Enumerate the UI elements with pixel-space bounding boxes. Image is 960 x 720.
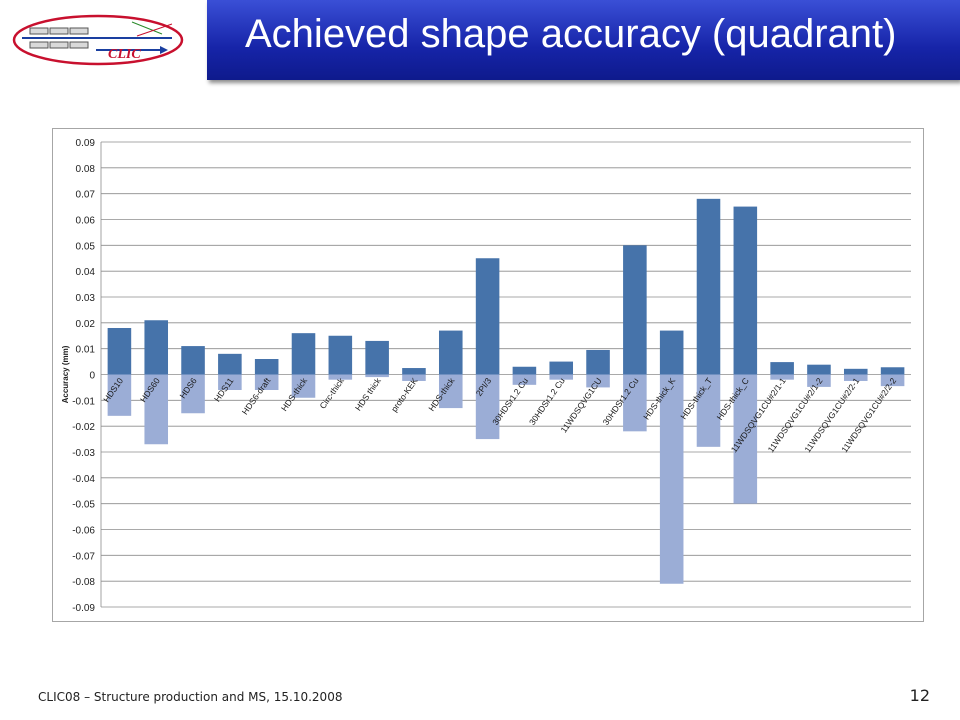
x-tick-label: proto-KEK	[389, 376, 420, 414]
bar-positive	[254, 359, 279, 375]
bar-negative	[512, 374, 537, 385]
bar-negative	[107, 374, 132, 416]
bar-negative	[807, 374, 831, 387]
bar-positive	[475, 258, 500, 375]
bar-positive	[549, 361, 574, 375]
bar-negative	[586, 374, 610, 388]
bar-negative	[770, 374, 794, 380]
bar-chart: 0.09 0.08 0.07 0.06 0.05 0.04 0.03 0.02 0.01 0 -0.…	[61, 138, 911, 614]
y-tick-label: 0.02	[76, 319, 96, 330]
y-tick-label: 0.01	[76, 345, 96, 356]
title-bar: Achieved shape accuracy (quadrant)	[207, 0, 960, 80]
clic-logo: CLIC	[12, 14, 184, 66]
bar-positive	[696, 198, 721, 375]
bar-negative	[880, 374, 905, 387]
y-tick-label: 0.08	[76, 164, 96, 175]
y-tick-label: -0.07	[72, 551, 95, 562]
bar-negative	[475, 374, 500, 440]
y-tick-label: 0.06	[76, 216, 96, 227]
bar-positive	[218, 353, 242, 375]
bar-positive	[880, 367, 905, 375]
y-tick-label: -0.02	[72, 422, 95, 433]
y-tick-label: 0	[89, 371, 95, 382]
page-title: Achieved shape accuracy (quadrant)	[245, 12, 897, 56]
bar-negative	[144, 374, 169, 445]
y-tick-label: 0.07	[76, 190, 96, 201]
y-tick-label: -0.08	[72, 577, 95, 588]
y-tick-label: -0.04	[72, 474, 95, 485]
x-tick-label: Circ-thick	[317, 375, 346, 410]
x-tick-label: 11WDSQVG1CU	[558, 376, 603, 435]
bar-positive	[512, 366, 537, 375]
bar-negative	[291, 374, 316, 398]
logo-text: CLIC	[108, 47, 141, 62]
bar-positive	[770, 362, 794, 375]
bar-negative	[181, 374, 205, 414]
bar-negative	[328, 374, 353, 380]
y-tick-label: 0.03	[76, 293, 96, 304]
bar-positive	[586, 349, 610, 375]
y-tick-label: 0.05	[76, 241, 96, 252]
bar-negative	[623, 374, 647, 432]
bar-positive	[144, 320, 169, 375]
bar-negative	[733, 374, 758, 504]
bar-positive	[291, 333, 316, 375]
bar-positive	[365, 340, 389, 375]
bar-negative	[696, 374, 721, 447]
y-axis-label: Accuracy (mm)	[61, 345, 70, 403]
bar-positive	[659, 330, 684, 375]
y-tick-label: -0.03	[72, 448, 95, 459]
bar-negative	[659, 374, 684, 584]
bar-negative	[254, 374, 279, 390]
bar-positive	[807, 364, 831, 375]
y-tick-label: -0.09	[72, 603, 95, 614]
page-number: 12	[909, 686, 930, 705]
chart-area: 0.09 0.08 0.07 0.06 0.05 0.04 0.03 0.02 0.01 0 -0.…	[52, 128, 924, 622]
bar-positive	[181, 346, 205, 375]
bar-positive	[328, 335, 353, 375]
y-tick-label: -0.06	[72, 526, 95, 537]
bar-positive	[733, 206, 758, 375]
bar-positive	[402, 368, 426, 375]
bar-negative	[843, 374, 868, 381]
bar-negative	[549, 374, 574, 380]
bar-positive	[843, 368, 868, 375]
bar-negative	[402, 374, 426, 381]
bar-positive	[438, 330, 463, 375]
y-tick-label: -0.05	[72, 500, 95, 511]
bar-negative	[438, 374, 463, 409]
bar-positive	[107, 328, 132, 375]
footer-text: CLIC08 – Structure production and MS, 15…	[38, 690, 343, 704]
bar-positive	[623, 245, 647, 375]
y-tick-label: -0.01	[72, 396, 95, 407]
bar-negative	[365, 374, 389, 378]
x-tick-label: HDS thick	[353, 375, 383, 412]
y-tick-label: 0.09	[76, 138, 96, 149]
bar-negative	[218, 374, 242, 390]
y-tick-label: 0.04	[76, 267, 96, 278]
